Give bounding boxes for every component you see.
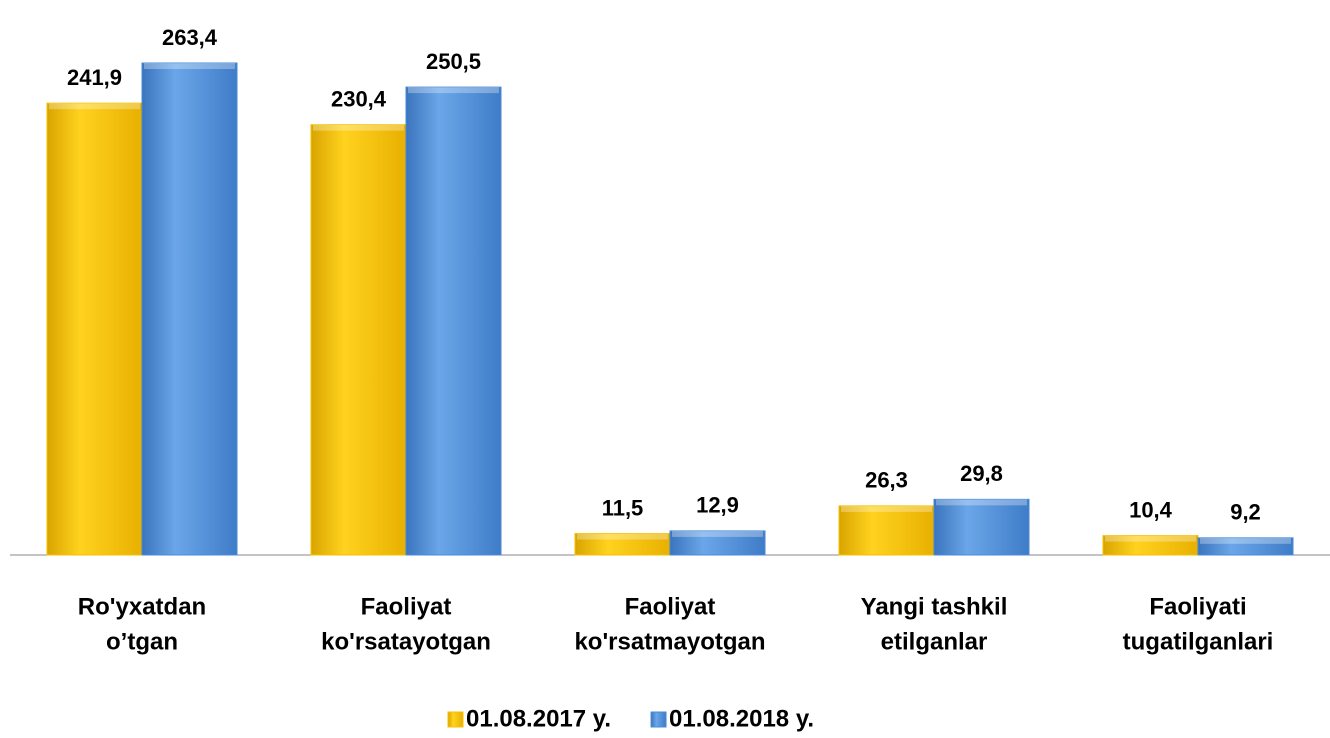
- bar-cap: [841, 505, 932, 512]
- bar: [1197, 537, 1294, 556]
- bar-cap: [577, 533, 668, 540]
- data-label: 241,9: [67, 65, 122, 90]
- legend-label: 01.08.2017 y.: [466, 705, 611, 732]
- data-label: 250,5: [426, 49, 481, 74]
- x-tick-label: ko'rsatayotgan: [321, 628, 491, 655]
- bar-cap: [313, 124, 404, 131]
- bar-cap: [672, 530, 763, 537]
- bar-cap: [1200, 537, 1291, 544]
- data-label: 26,3: [865, 468, 908, 493]
- x-tick-label: tugatilganlari: [1123, 628, 1274, 655]
- bar-cap: [49, 103, 140, 110]
- x-tick-label: o’tgan: [106, 628, 178, 655]
- x-tick-label: Faoliyati: [1149, 593, 1246, 620]
- x-tick-label: Yangi tashkil: [861, 593, 1008, 620]
- bar: [933, 498, 1030, 556]
- bar: [669, 530, 766, 556]
- bar: [838, 505, 935, 556]
- bar-cap: [408, 87, 499, 94]
- bar: [141, 62, 238, 556]
- data-label: 230,4: [331, 86, 387, 111]
- x-tick-label: ko'rsatmayotgan: [574, 628, 765, 655]
- bar: [310, 124, 407, 556]
- data-label: 9,2: [1230, 500, 1261, 525]
- bar-cap: [1105, 535, 1196, 542]
- bar-cap: [936, 499, 1027, 506]
- legend-swatch: [650, 711, 667, 728]
- x-tick-label: etilganlar: [881, 628, 988, 655]
- x-tick-label: Faoliyat: [361, 593, 452, 620]
- legend-swatch: [447, 711, 464, 728]
- bar: [405, 86, 502, 556]
- bar: [46, 102, 143, 556]
- x-tick-label: Ro'yxatdan: [78, 593, 206, 620]
- legend-label: 01.08.2018 y.: [669, 705, 814, 732]
- x-tick-label: Faoliyat: [625, 593, 716, 620]
- data-label: 29,8: [960, 461, 1003, 486]
- data-label: 263,4: [162, 25, 218, 50]
- data-label: 10,4: [1129, 497, 1173, 522]
- data-label: 11,5: [602, 495, 644, 520]
- data-label: 12,9: [696, 493, 739, 518]
- bar-cap: [144, 63, 235, 70]
